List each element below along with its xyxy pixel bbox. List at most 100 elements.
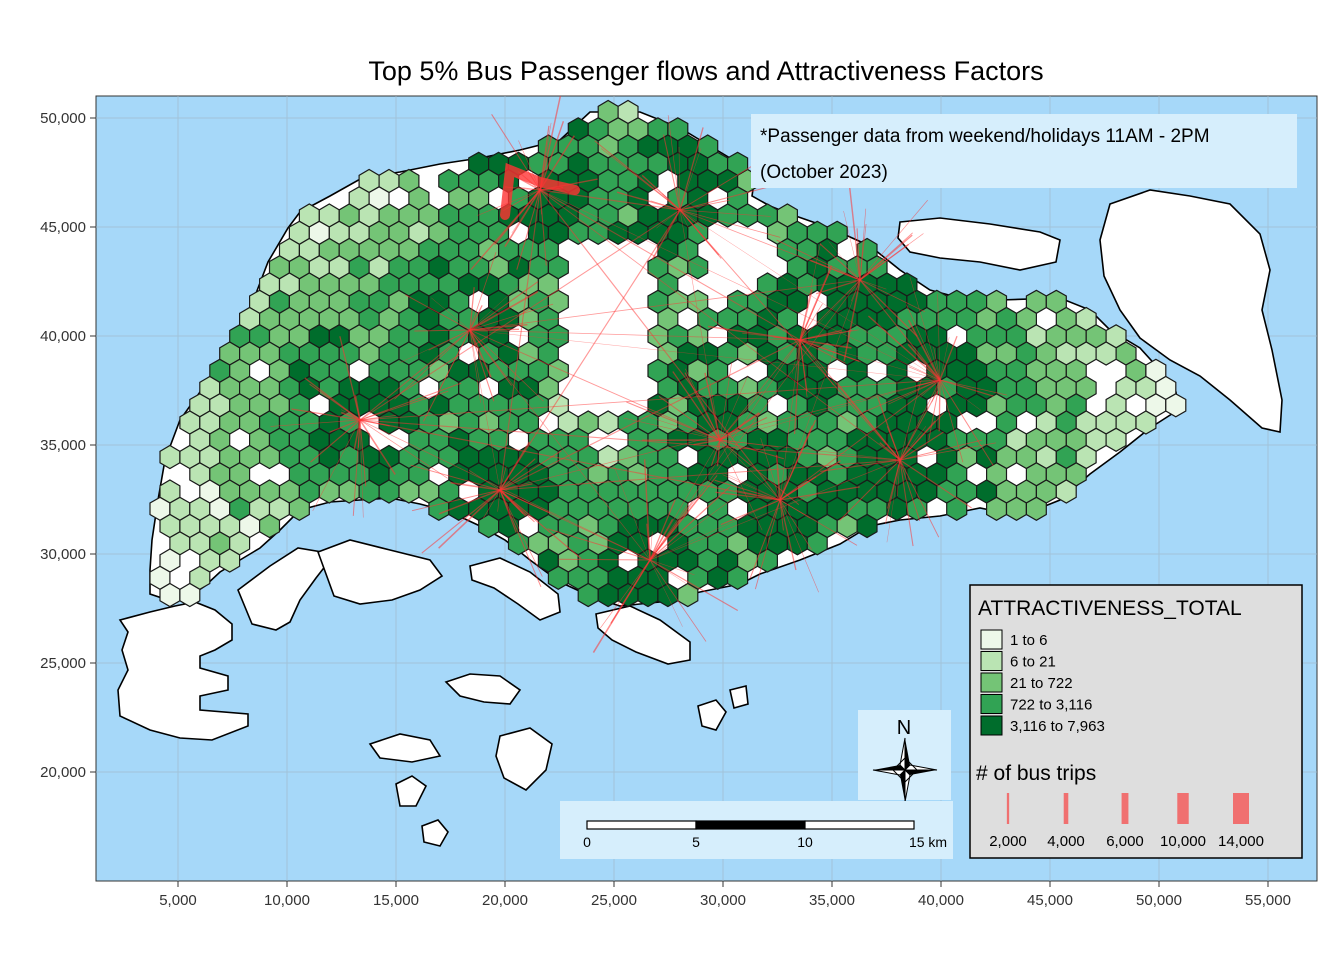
flow-line [499, 489, 651, 561]
flow-line [499, 441, 530, 491]
flow-line [678, 147, 681, 211]
flow-line [896, 459, 901, 496]
flow-line [405, 294, 471, 331]
flow-line [649, 475, 718, 561]
legend-swatch [980, 694, 1003, 714]
island-south-a [469, 557, 561, 621]
hexagon-cell [259, 444, 281, 470]
legend-fill-title: ATTRACTIVENESS_TOTAL [978, 597, 1242, 620]
hexagon-cell [318, 479, 340, 504]
flow-line [439, 329, 471, 390]
flow-line [291, 408, 361, 421]
flow-line [469, 329, 801, 341]
flow-line [539, 189, 801, 341]
flow-line [899, 459, 914, 547]
flow-line [679, 209, 901, 461]
flow-line [939, 379, 964, 463]
flow-line [359, 419, 448, 479]
flow-line [499, 489, 582, 560]
flow-line [939, 379, 1008, 396]
flow-line [776, 239, 861, 281]
note-box: *Passenger data from weekend/holidays 11… [751, 114, 1297, 188]
flow-line [359, 382, 462, 421]
flow-line [450, 482, 501, 491]
flow-line [799, 288, 813, 341]
legend-class-label: 6 to 21 [1010, 654, 1056, 671]
flow-line [310, 419, 361, 463]
legend-line-sample [1177, 793, 1189, 824]
flow-line [679, 209, 781, 238]
flow-line [684, 372, 721, 441]
flow-line [499, 466, 507, 491]
x-tick-label: 10,000 [264, 892, 310, 909]
legend-swatch [980, 651, 1003, 671]
north-arrow: N [858, 710, 951, 803]
legend-swatch [980, 629, 1003, 650]
passenger-flow-lines [270, 96, 1008, 653]
flow-line [358, 419, 361, 448]
flow-line [679, 184, 776, 211]
flow-line [715, 491, 781, 501]
flow-line [469, 329, 495, 402]
scale-label-0: 0 [583, 834, 591, 850]
southern-island-f [697, 699, 727, 731]
legend-swatch [980, 672, 1003, 693]
flow-line [791, 339, 801, 374]
flow-line [359, 390, 449, 421]
flow-line [594, 140, 681, 211]
flow-line [539, 96, 562, 191]
flow-line [799, 318, 814, 341]
flow-line [720, 499, 781, 526]
note-line-1: *Passenger data from weekend/holidays 11… [760, 126, 1210, 147]
flow-line [939, 379, 994, 466]
flow-line [779, 279, 861, 501]
x-tick-label: 40,000 [918, 892, 964, 909]
flow-line [499, 458, 536, 491]
flow-line [539, 189, 681, 211]
flow-line [672, 371, 721, 441]
hexagon-cell [906, 496, 928, 521]
flow-line [658, 396, 721, 441]
hexagon-cell [1005, 496, 1028, 521]
flow-line [704, 372, 721, 441]
flow-line [649, 559, 707, 642]
flow-line [716, 439, 721, 467]
scale-label-10: 10 [797, 834, 813, 850]
flow-line [353, 419, 361, 450]
legend-class-label: 3,116 to 7,963 [1010, 718, 1105, 735]
flow-line [899, 390, 938, 461]
flow-line [421, 489, 501, 554]
western-islands-jurong [117, 601, 249, 741]
flow-line [499, 489, 517, 533]
flow-line [719, 339, 801, 441]
hexagon-cell [707, 565, 729, 590]
flow-line [428, 329, 471, 351]
flow-line [899, 412, 944, 461]
flow-line-major [500, 162, 580, 220]
flow-line [511, 189, 541, 234]
flow-line [843, 279, 861, 361]
flow-line [469, 329, 501, 491]
x-tick-label: 30,000 [700, 892, 746, 909]
flow-line [646, 523, 651, 561]
flow-line [899, 459, 921, 521]
flow-line [899, 459, 972, 509]
flow-line [820, 459, 901, 472]
flow-line [775, 454, 781, 501]
flow-line [499, 189, 541, 491]
flow-line [799, 269, 831, 341]
hexagon-cell [806, 531, 828, 556]
pulau-ubin [897, 217, 1061, 271]
flow-line [679, 209, 721, 441]
flow-line [600, 559, 651, 629]
flow-line [539, 189, 941, 381]
flow-line [558, 558, 651, 561]
hexagon-cell [478, 513, 500, 539]
flow-line [329, 419, 361, 433]
flow-line [719, 439, 781, 501]
flow-line [899, 442, 996, 461]
flow-line [394, 329, 471, 400]
flow-line [359, 329, 471, 421]
flow-line [793, 339, 801, 435]
flow-line [270, 419, 361, 427]
